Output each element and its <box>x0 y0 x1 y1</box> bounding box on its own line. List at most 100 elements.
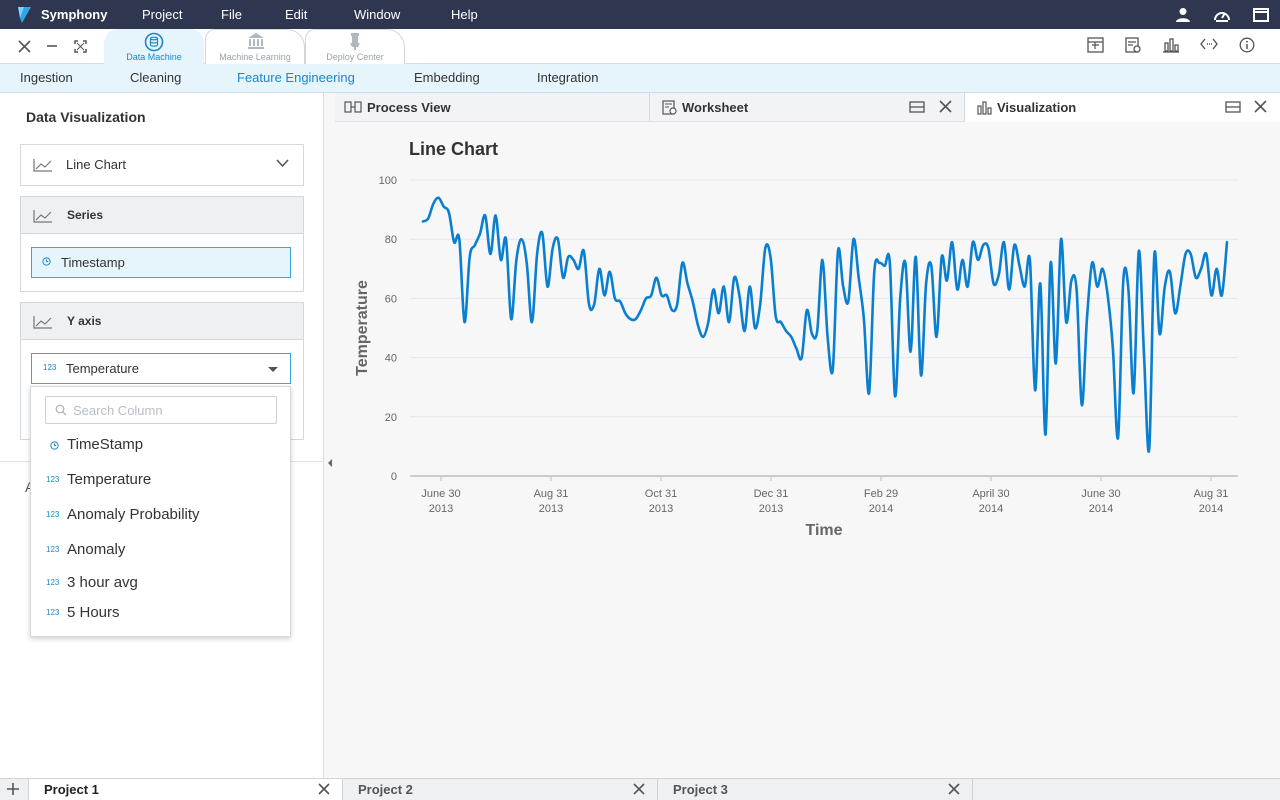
database-icon <box>144 32 164 52</box>
subnav-ingestion[interactable]: Ingestion <box>20 70 73 85</box>
dropdown-option-anomaly-probability[interactable]: 123 Anomaly Probability <box>31 501 290 531</box>
minimize-panel-icon[interactable] <box>909 101 925 113</box>
mode-tab-machine-learning[interactable]: Machine Learning <box>205 29 305 64</box>
panel-tab-bar: Process View Worksheet Visualization <box>335 93 1280 122</box>
bar-chart-icon[interactable] <box>1152 37 1190 54</box>
close-icon[interactable] <box>948 783 960 795</box>
panel-title: Data Visualization <box>26 109 146 125</box>
menu-bar: Symphony Project File Edit Window Help <box>0 0 1280 29</box>
line-chart-icon <box>33 210 52 223</box>
collapse-panel-icon[interactable] <box>324 457 336 469</box>
mode-tab-label: Data Machine <box>126 52 182 62</box>
search-placeholder: Search Column <box>73 403 163 418</box>
main-content: Process View Worksheet Visualization Lin… <box>335 93 1280 778</box>
y-axis-select[interactable]: 123 Temperature <box>31 353 291 384</box>
option-label: Temperature <box>67 471 152 488</box>
x-tick-label: Feb 29 <box>864 488 898 500</box>
subnav-cleaning[interactable]: Cleaning <box>130 70 182 85</box>
x-tick-label: 2013 <box>759 503 783 515</box>
menu-file[interactable]: File <box>221 7 242 22</box>
dropdown-option-5-hours[interactable]: 123 5 Hours <box>31 599 290 629</box>
project-tab-3[interactable]: Project 3 <box>658 779 973 800</box>
code-icon[interactable] <box>1190 37 1228 54</box>
option-label: 3 hour avg <box>67 574 138 591</box>
project-tab-label: Project 3 <box>673 782 728 797</box>
line-chart-icon <box>33 316 52 329</box>
y-tick-label: 80 <box>385 234 397 246</box>
minimize-panel-icon[interactable] <box>1225 101 1241 113</box>
search-icon <box>55 404 67 416</box>
close-icon[interactable] <box>939 100 952 113</box>
menu-project[interactable]: Project <box>142 7 183 22</box>
mode-tab-data-machine[interactable]: Data Machine <box>104 29 204 64</box>
chart-type-label: Line Chart <box>66 157 126 172</box>
x-tick-label: Oct 31 <box>645 488 677 500</box>
menu-edit[interactable]: Edit <box>285 7 308 22</box>
symphony-logo-icon <box>18 6 31 23</box>
user-icon[interactable] <box>1163 7 1202 23</box>
project-tab-bar: Project 1 Project 2 Project 3 <box>0 778 1280 800</box>
tab-visualization[interactable]: Visualization <box>965 93 1280 122</box>
x-tick-label: June 30 <box>1081 488 1120 500</box>
close-icon[interactable] <box>318 783 330 795</box>
add-project-icon[interactable] <box>6 782 20 796</box>
numeric-icon: 123 <box>43 363 57 372</box>
menu-window[interactable]: Window <box>354 7 401 22</box>
y-axis-value: Temperature <box>66 361 139 376</box>
series-value: Timestamp <box>61 255 125 270</box>
option-label: TimeStamp <box>67 436 144 453</box>
minimize-icon[interactable] <box>44 38 60 54</box>
project-tab-1[interactable]: Project 1 <box>28 779 343 800</box>
app-name: Symphony <box>41 7 108 22</box>
y-tick-label: 20 <box>385 412 397 424</box>
x-tick-label: 2014 <box>1199 503 1223 515</box>
line-chart-icon <box>33 159 52 172</box>
dashboard-icon[interactable] <box>1202 7 1241 23</box>
close-icon[interactable] <box>16 38 32 54</box>
option-label: Anomaly Probability <box>67 506 200 523</box>
close-icon[interactable] <box>633 783 645 795</box>
subnav-embedding[interactable]: Embedding <box>414 70 480 85</box>
process-icon <box>344 101 362 113</box>
project-tab-2[interactable]: Project 2 <box>343 779 658 800</box>
option-label: 5 Hours <box>67 604 120 621</box>
menu-help[interactable]: Help <box>451 7 478 22</box>
search-column-input[interactable]: Search Column <box>45 396 277 424</box>
sub-navigation: Ingestion Cleaning Feature Engineering E… <box>0 64 1280 93</box>
frame-icon[interactable] <box>1076 37 1114 54</box>
subnav-feature-engineering[interactable]: Feature Engineering <box>237 70 355 85</box>
dropdown-option-anomaly[interactable]: 123 Anomaly <box>31 536 290 566</box>
option-label: Anomaly <box>67 541 126 558</box>
info-icon[interactable] <box>1228 37 1266 54</box>
mode-tab-deploy-center[interactable]: Deploy Center <box>305 29 405 64</box>
chart-type-select[interactable]: Line Chart <box>20 144 304 186</box>
y-tick-labels: 0 20 40 60 80 100 <box>379 175 397 483</box>
x-tick-label: April 30 <box>972 488 1009 500</box>
dropdown-option-temperature[interactable]: 123 Temperature <box>31 466 290 496</box>
tab-process-view[interactable]: Process View <box>335 93 650 122</box>
window-icon[interactable] <box>1241 7 1280 22</box>
inspect-icon[interactable] <box>1114 37 1152 54</box>
tab-worksheet[interactable]: Worksheet <box>650 93 965 122</box>
clock-icon <box>42 257 51 266</box>
dropdown-option-timestamp[interactable]: TimeStamp <box>31 431 290 461</box>
mode-tab-label: Machine Learning <box>219 52 291 62</box>
subnav-integration[interactable]: Integration <box>537 70 599 85</box>
temperature-series-line <box>421 196 1229 453</box>
numeric-icon: 123 <box>46 545 60 554</box>
column-dropdown: Search Column TimeStamp 123 Temperature … <box>30 386 291 637</box>
tab-label: Worksheet <box>682 100 749 115</box>
x-tick-label: Aug 31 <box>1194 488 1229 500</box>
worksheet-icon <box>662 100 677 115</box>
close-icon[interactable] <box>1254 100 1267 113</box>
x-tick-label: 2014 <box>869 503 893 515</box>
x-tick-label: Dec 31 <box>754 488 789 500</box>
line-chart: 0 20 40 60 80 100 June 30 2013 Aug 31 2013 Oct 31… <box>354 175 1238 539</box>
chart-grid <box>410 179 1238 477</box>
series-field[interactable]: Timestamp <box>31 247 291 278</box>
x-tick-label: 2013 <box>429 503 453 515</box>
y-axis-title: Y axis <box>67 314 102 328</box>
dropdown-option-3-hour-avg[interactable]: 123 3 hour avg <box>31 569 290 599</box>
fullscreen-icon[interactable] <box>72 38 88 54</box>
series-section: Series Timestamp <box>20 196 304 292</box>
